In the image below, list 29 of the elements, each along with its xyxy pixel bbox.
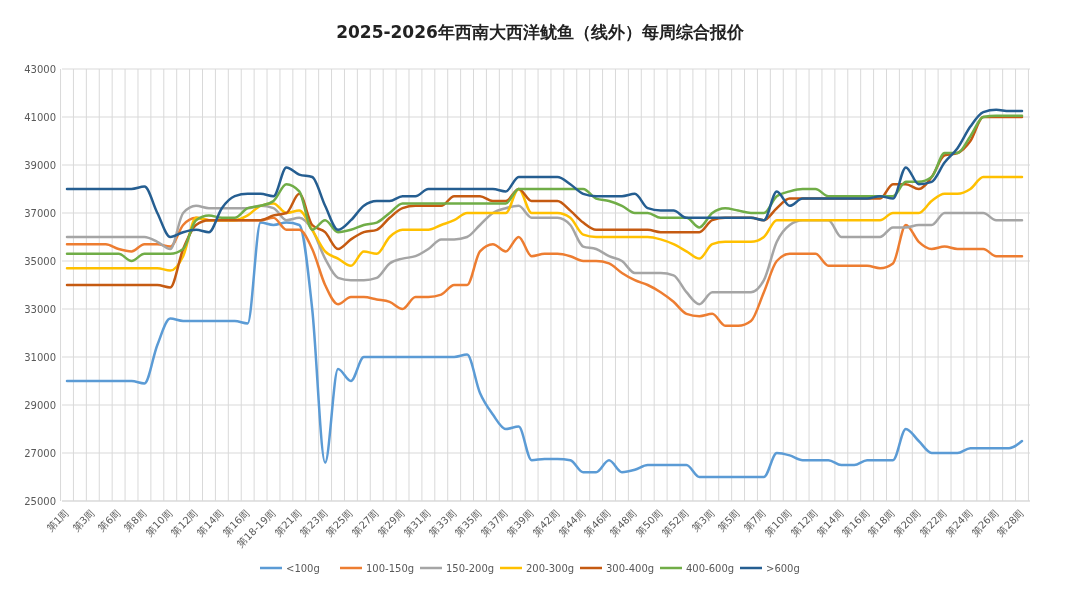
- legend-label: 150-200g: [446, 562, 495, 574]
- line-series: [65, 175, 1024, 272]
- legend-label: 300-400g: [606, 562, 655, 574]
- y-tick-label: 31000: [24, 351, 56, 363]
- x-tick-label: 第5周: [715, 507, 742, 534]
- y-tick-label: 25000: [24, 495, 56, 507]
- x-tick-label: 第3周: [70, 507, 97, 534]
- y-tick-label: 35000: [24, 255, 56, 267]
- y-tick-label: 27000: [24, 447, 56, 459]
- line-series: [65, 108, 1024, 239]
- legend-label: 400-600g: [686, 562, 735, 574]
- legend-label: 100-150g: [366, 562, 415, 574]
- line-series: [65, 114, 1024, 263]
- y-tick-label: 29000: [24, 399, 56, 411]
- x-tick-label: 第3周: [689, 507, 717, 534]
- y-tick-label: 41000: [24, 111, 56, 123]
- chart-title: 2025-2026年西南大西洋鱿鱼（线外）每周综合报价: [336, 22, 745, 42]
- x-tick-label: 第1周: [44, 507, 71, 534]
- y-tick-label: 43000: [24, 63, 56, 75]
- legend-label: >600g: [766, 562, 800, 574]
- y-tick-label: 39000: [24, 159, 56, 171]
- line-series: [65, 221, 1024, 479]
- legend-label: <100g: [286, 562, 320, 574]
- legend-label: 200-300g: [526, 562, 575, 574]
- y-tick-label: 37000: [24, 207, 56, 219]
- line-series: [65, 204, 1024, 306]
- x-tick-label: 第6周: [96, 507, 123, 534]
- line-series: [65, 216, 1024, 328]
- y-tick-label: 33000: [24, 303, 56, 315]
